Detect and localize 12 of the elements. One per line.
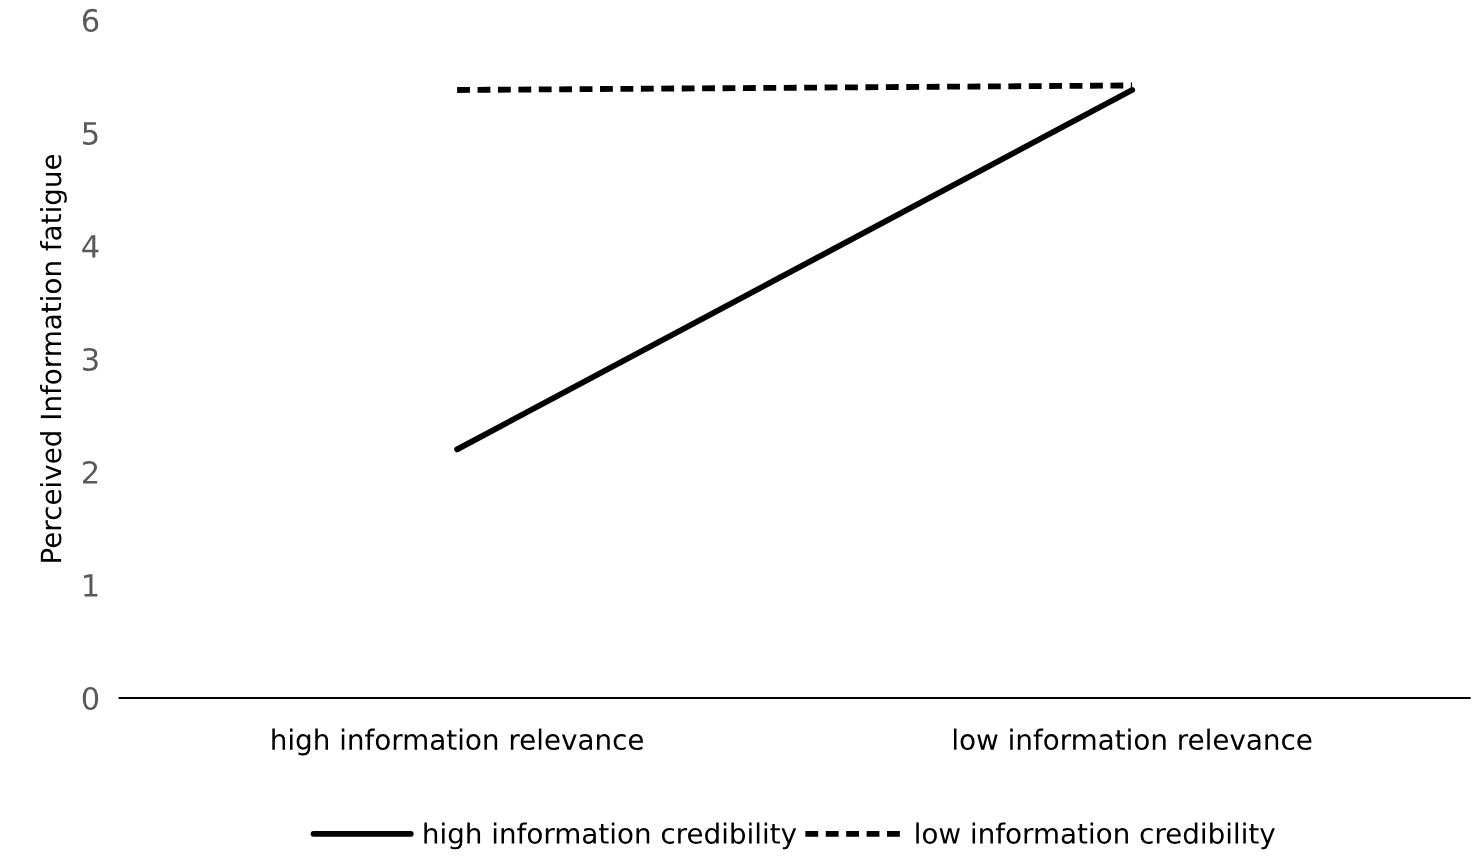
y-tick-label: 1 bbox=[84, 574, 98, 597]
legend-label: low information credibility bbox=[916, 822, 1275, 850]
y-tick-label: 5 bbox=[83, 122, 98, 145]
y-tick-label: 2 bbox=[82, 460, 98, 484]
y-tick-label: 4 bbox=[82, 235, 99, 258]
legend-label: high information credibility bbox=[424, 822, 797, 850]
y-axis-title: Perceived Information fatigue bbox=[39, 154, 67, 562]
x-tick-label: high information relevance bbox=[272, 728, 643, 756]
y-tick-label: 6 bbox=[82, 8, 99, 32]
y-tick-label: 0 bbox=[82, 686, 99, 711]
y-tick-label: 3 bbox=[83, 347, 98, 371]
x-tick-label: low information relevance bbox=[953, 728, 1312, 751]
